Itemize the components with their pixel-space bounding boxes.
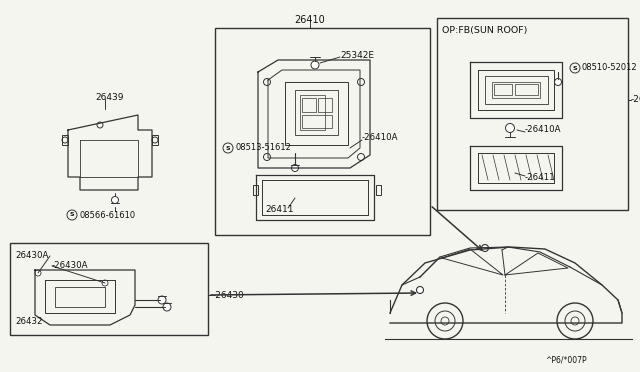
Text: 26432: 26432 [15, 317, 42, 326]
Circle shape [102, 280, 108, 286]
Circle shape [506, 124, 515, 132]
Circle shape [417, 286, 424, 294]
Text: S: S [573, 65, 577, 71]
Bar [62, 135, 68, 145]
Circle shape [291, 164, 298, 171]
Bar [152, 135, 158, 145]
Circle shape [163, 303, 171, 311]
Bar [318, 98, 332, 112]
Bar [300, 95, 325, 130]
Bar [295, 90, 338, 135]
Bar [485, 76, 548, 104]
Text: -26410: -26410 [631, 96, 640, 105]
Text: S: S [226, 145, 230, 151]
Circle shape [311, 61, 319, 69]
Circle shape [111, 196, 118, 203]
Text: -26430A: -26430A [52, 260, 88, 269]
Bar [494, 84, 512, 95]
Bar [285, 82, 348, 145]
Bar [492, 82, 540, 98]
Text: 25342E: 25342E [340, 51, 374, 60]
Text: 08513-51612: 08513-51612 [236, 144, 292, 153]
Text: 26410: 26410 [294, 15, 325, 25]
Text: -26411: -26411 [525, 173, 556, 183]
Text: OP:FB(SUN ROOF): OP:FB(SUN ROOF) [442, 26, 527, 35]
Text: 26411: 26411 [265, 205, 294, 215]
Bar [55, 287, 105, 307]
Circle shape [554, 78, 561, 86]
Text: 26430A: 26430A [15, 250, 49, 260]
Circle shape [158, 296, 166, 304]
Text: 08510-52012: 08510-52012 [582, 64, 637, 73]
Text: ^P6/*007P: ^P6/*007P [545, 356, 587, 365]
Circle shape [481, 244, 488, 251]
Bar [515, 84, 538, 95]
Text: 08566-61610: 08566-61610 [80, 211, 136, 219]
Text: 26439: 26439 [95, 93, 124, 102]
Bar [437, 18, 628, 210]
Circle shape [35, 270, 41, 276]
Text: S: S [70, 212, 74, 218]
Text: -26410A: -26410A [362, 134, 399, 142]
Bar [302, 98, 316, 112]
Bar [253, 185, 258, 195]
Bar [376, 185, 381, 195]
Text: -26410A: -26410A [525, 125, 561, 135]
Bar [215, 28, 430, 235]
Bar [10, 243, 208, 335]
Bar [302, 115, 332, 128]
Text: -26430: -26430 [213, 291, 244, 299]
